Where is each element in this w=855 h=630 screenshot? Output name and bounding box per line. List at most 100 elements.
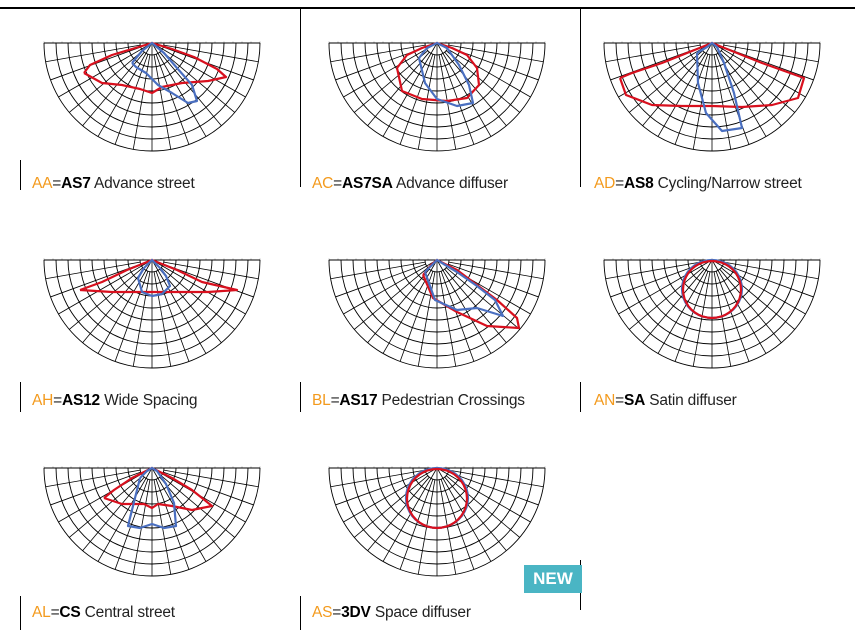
caption-description: Satin diffuser: [649, 392, 737, 409]
polar-spoke: [657, 42, 713, 137]
top-rule: [0, 7, 855, 9]
caption-code: AS: [312, 604, 333, 621]
polar-spoke: [343, 42, 438, 98]
polar-spoke: [82, 476, 145, 551]
caption-product: AS8: [624, 175, 654, 192]
polar-spoke: [151, 42, 246, 98]
intensity-curve-secondary: [695, 41, 744, 133]
polar-spoke: [335, 263, 426, 298]
column-divider: [20, 382, 21, 412]
intensity-curve-primary: [83, 41, 228, 95]
polar-spoke: [719, 51, 782, 126]
polar-spoke: [159, 268, 222, 343]
polar-spoke: [58, 42, 153, 98]
column-divider: [300, 596, 301, 630]
diagram-cell-bl: [0, 0, 546, 420]
intensity-curve-primary: [103, 466, 214, 512]
polar-spoke: [159, 51, 222, 126]
diagram-caption: AH=AS12 Wide Spacing: [32, 392, 198, 410]
polar-spoke: [151, 42, 207, 137]
polar-spoke: [436, 467, 492, 562]
polar-diagram: [328, 466, 546, 577]
polar-spoke: [448, 263, 539, 298]
diagram-caption: AC=AS7SA Advance diffuser: [312, 175, 508, 193]
caption-separator: =: [50, 604, 60, 621]
intensity-curve-primary: [79, 258, 239, 294]
polar-spoke: [367, 476, 430, 551]
column-divider: [300, 382, 301, 412]
polar-spoke: [713, 271, 732, 367]
caption-separator: =: [332, 604, 342, 621]
polar-spoke: [444, 268, 507, 343]
polar-spoke: [132, 271, 151, 367]
column-divider: [300, 7, 301, 187]
polar-spoke: [692, 54, 711, 150]
column-divider: [20, 160, 21, 190]
polar-spoke: [445, 267, 520, 330]
polar-spoke: [713, 54, 732, 150]
polar-spoke: [69, 50, 144, 113]
polar-diagram: [328, 258, 546, 369]
column-divider: [20, 596, 21, 630]
polar-spoke: [82, 268, 145, 343]
polar-spoke: [642, 51, 705, 126]
caption-separator: =: [615, 392, 624, 409]
polar-spoke: [440, 479, 475, 570]
polar-spoke: [711, 259, 767, 354]
polar-spoke: [445, 50, 520, 113]
polar-spoke: [114, 271, 149, 362]
intensity-curve-secondary: [136, 258, 172, 298]
polar-spoke: [330, 261, 426, 280]
polar-spoke: [132, 54, 151, 150]
caption-description: Wide Spacing: [104, 392, 198, 409]
polar-diagram: [43, 258, 261, 369]
polar-spoke: [153, 271, 172, 367]
polar-spoke: [330, 44, 426, 63]
caption-separator: =: [330, 392, 340, 409]
caption-product: SA: [624, 392, 646, 409]
caption-separator: =: [615, 175, 624, 192]
caption-product: CS: [59, 604, 81, 621]
diagram-caption: AN=SA Satin diffuser: [594, 392, 737, 410]
polar-spoke: [367, 51, 430, 126]
polar-spoke: [723, 44, 819, 63]
polar-spoke: [159, 476, 222, 551]
caption-code: AA: [32, 175, 53, 192]
polar-spoke: [399, 54, 434, 145]
diagram-cell-an: [0, 0, 821, 420]
polar-spoke: [610, 263, 701, 298]
polar-diagram: [43, 466, 261, 577]
polar-spoke: [618, 42, 713, 98]
intensity-curve-secondary: [131, 41, 199, 105]
diagram-cell-as: [328, 466, 546, 577]
intensity-curve-primary: [618, 41, 806, 109]
polar-spoke: [674, 54, 709, 145]
polar-spoke: [354, 50, 429, 113]
polar-spoke: [69, 475, 144, 538]
polar-spoke: [153, 54, 172, 150]
polar-spoke: [399, 479, 434, 570]
polar-spoke: [114, 54, 149, 145]
polar-spoke: [720, 267, 795, 330]
new-badge: NEW: [524, 565, 582, 593]
polar-spoke: [45, 261, 141, 280]
polar-spoke: [445, 475, 520, 538]
polar-spoke: [335, 471, 426, 506]
diagram-caption: AS=3DV Space diffuser: [312, 604, 471, 622]
polar-spoke: [723, 263, 814, 298]
caption-description: Space diffuser: [374, 604, 471, 621]
caption-product: AS12: [62, 392, 100, 409]
polar-spoke: [723, 261, 819, 280]
diagram-cell-al: [0, 0, 300, 630]
polar-spoke: [692, 271, 711, 367]
polar-spoke: [151, 467, 207, 562]
polar-spoke: [330, 469, 426, 488]
polar-spoke: [45, 44, 141, 63]
caption-description: Advance street: [93, 175, 195, 192]
polar-spoke: [114, 479, 149, 570]
polar-spoke: [444, 476, 507, 551]
polar-spoke: [436, 42, 492, 137]
polar-diagram: [43, 41, 261, 152]
caption-product: AS7: [61, 175, 91, 192]
polar-spoke: [440, 271, 475, 362]
